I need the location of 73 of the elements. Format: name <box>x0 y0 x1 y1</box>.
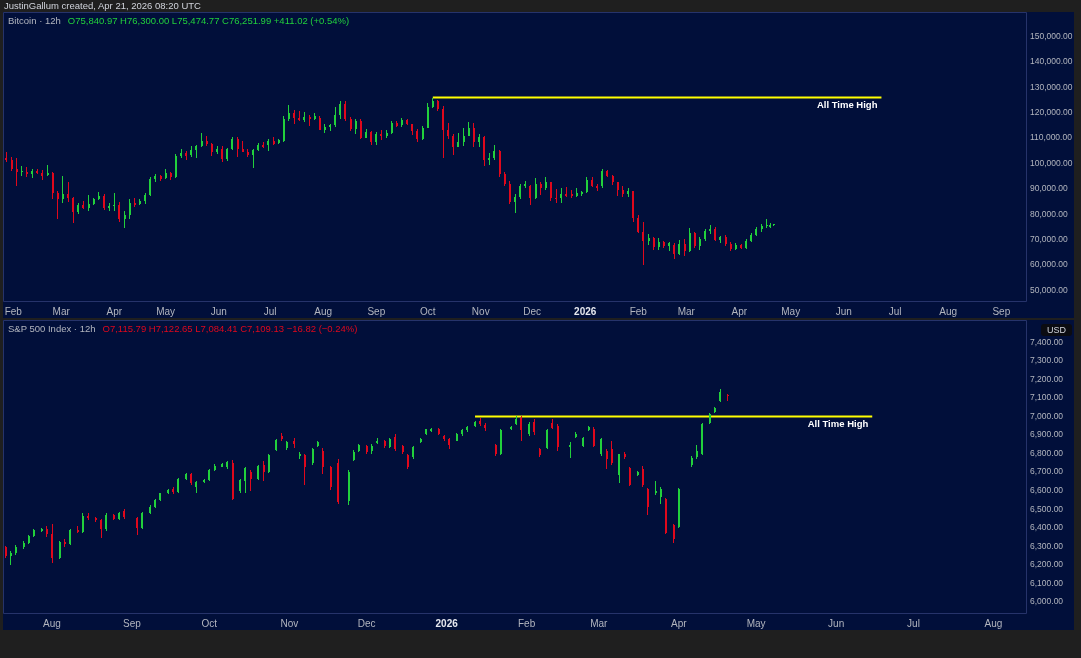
series-label: All Time High <box>807 418 869 430</box>
y-tick-label: 6,600.00 <box>1030 484 1064 495</box>
y-tick-label: 50,000.00 <box>1030 284 1069 295</box>
x-tick-label: Apr <box>671 617 688 629</box>
x-tick-label: Apr <box>731 305 748 317</box>
text: JustinGallum created, Apr 21, 2026 08:20 UTC <box>4 0 201 12</box>
x-tick-label: Oct <box>201 617 218 629</box>
x-tick-label: Feb <box>629 305 648 317</box>
x-tick-label: Nov <box>471 305 490 317</box>
x-tick-label: Sep <box>123 617 142 629</box>
y-tick-label: 6,700.00 <box>1030 466 1064 477</box>
y-tick-label: 7,200.00 <box>1030 373 1064 384</box>
x-tick-label: Feb <box>517 617 536 629</box>
x-tick-label: Jun <box>210 305 227 317</box>
candlestick <box>555 189 557 203</box>
y-tick-label: 100,000.00 <box>1030 157 1073 168</box>
y-tick-label: 90,000.00 <box>1030 183 1069 194</box>
x-tick-label: 2026 <box>574 305 597 317</box>
x-tick-label: Mar <box>677 305 696 317</box>
x-tick-label: Jul <box>888 305 902 317</box>
y-tick-label: 6,300.00 <box>1030 540 1064 551</box>
x-tick-label: 2026 <box>435 617 459 629</box>
y-tick-label: 7,400.00 <box>1030 336 1064 347</box>
y-tick-label: 6,000.00 <box>1030 596 1064 607</box>
annotation: O75,840.97 H76,300.00 L75,474.77 C76,251.99 +411.02 (+0.54%) <box>67 15 350 26</box>
y-tick-label: 7,300.00 <box>1030 355 1064 366</box>
x-tick-label: Apr <box>106 305 123 317</box>
x-tick-label: May <box>156 305 176 317</box>
y-tick-label: 6,200.00 <box>1030 559 1064 570</box>
x-tick-label: Jun <box>835 305 852 317</box>
y-axis-title: USD <box>1040 324 1072 336</box>
y-tick-label: 80,000.00 <box>1030 208 1069 219</box>
y-tick-label: 6,400.00 <box>1030 522 1064 533</box>
x-tick-label: Oct <box>419 305 436 317</box>
x-tick-label: Sep <box>367 305 386 317</box>
annotation: O7,115.79 H7,122.65 L7,084.41 C7,109.13 −16.82 (−0.24%) <box>102 323 358 334</box>
x-tick-label: Aug <box>939 305 958 317</box>
x-tick-label: Feb <box>4 305 23 317</box>
y-tick-label: 6,100.00 <box>1030 577 1064 588</box>
x-tick-label: Nov <box>280 617 299 629</box>
chart-title: S&P 500 Index · 12h <box>8 323 96 334</box>
series-label: All Time High <box>816 99 878 111</box>
x-tick-label: Dec <box>357 617 376 629</box>
y-tick-label: 70,000.00 <box>1030 233 1069 244</box>
y-tick-label: 110,000.00 <box>1030 132 1073 143</box>
x-tick-label: Mar <box>52 305 71 317</box>
x-tick-label: Aug <box>43 617 61 629</box>
candlestick <box>766 219 768 228</box>
y-tick-label: 6,500.00 <box>1030 503 1064 514</box>
y-tick-label: 130,000.00 <box>1030 81 1073 92</box>
chart-title: Bitcoin · 12h <box>8 15 61 26</box>
y-tick-label: 6,800.00 <box>1030 447 1064 458</box>
x-tick-label: Mar <box>590 617 609 629</box>
y-tick-label: 7,000.00 <box>1030 410 1064 421</box>
x-tick-label: Sep <box>992 305 1011 317</box>
x-tick-label: May <box>781 305 801 317</box>
x-tick-label: Aug <box>984 617 1003 629</box>
candlestick <box>113 193 115 211</box>
y-tick-label: 150,000.00 <box>1030 30 1073 41</box>
y-tick-label: 7,100.00 <box>1030 392 1064 403</box>
y-tick-label: 140,000.00 <box>1030 56 1073 67</box>
candlestick <box>569 442 571 458</box>
y-tick-label: 60,000.00 <box>1030 259 1069 270</box>
candlestick <box>21 166 23 176</box>
y-tick-label: 120,000.00 <box>1030 107 1073 118</box>
x-tick-label: Jul <box>263 305 277 317</box>
x-tick-label: Dec <box>523 305 542 317</box>
x-tick-label: Jul <box>907 617 920 629</box>
x-tick-label: May <box>746 617 766 629</box>
y-tick-label: 6,900.00 <box>1030 429 1064 440</box>
x-tick-label: Aug <box>314 305 333 317</box>
candlestick <box>16 158 18 186</box>
x-tick-label: Jun <box>828 617 845 629</box>
